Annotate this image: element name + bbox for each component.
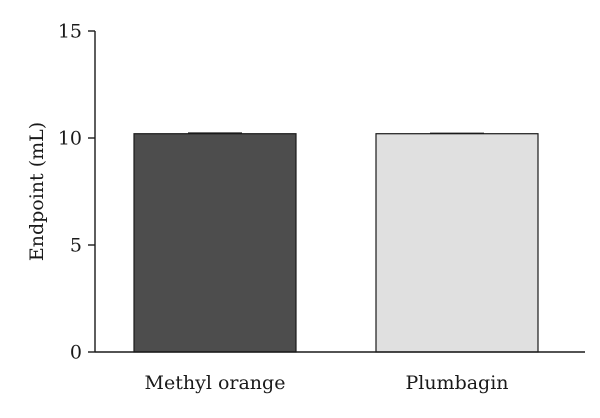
x-tick-label: Methyl orange <box>145 372 286 394</box>
x-tick-label: Plumbagin <box>405 372 508 394</box>
y-axis-title: Endpoint (mL) <box>26 122 48 261</box>
y-tick-label: 0 <box>70 342 82 364</box>
bar-plumbagin <box>375 133 539 353</box>
y-tick-label: 15 <box>58 21 82 43</box>
bar-methyl-orange <box>133 133 297 353</box>
error-bars <box>188 132 484 134</box>
x-tick-labels: Methyl orange Plumbagin <box>145 372 509 394</box>
y-tick-label: 5 <box>70 235 82 257</box>
y-tick-label: 10 <box>58 128 82 150</box>
plot-area <box>133 132 539 353</box>
y-ticks: 0 5 10 15 <box>58 21 95 364</box>
bars <box>133 133 539 353</box>
